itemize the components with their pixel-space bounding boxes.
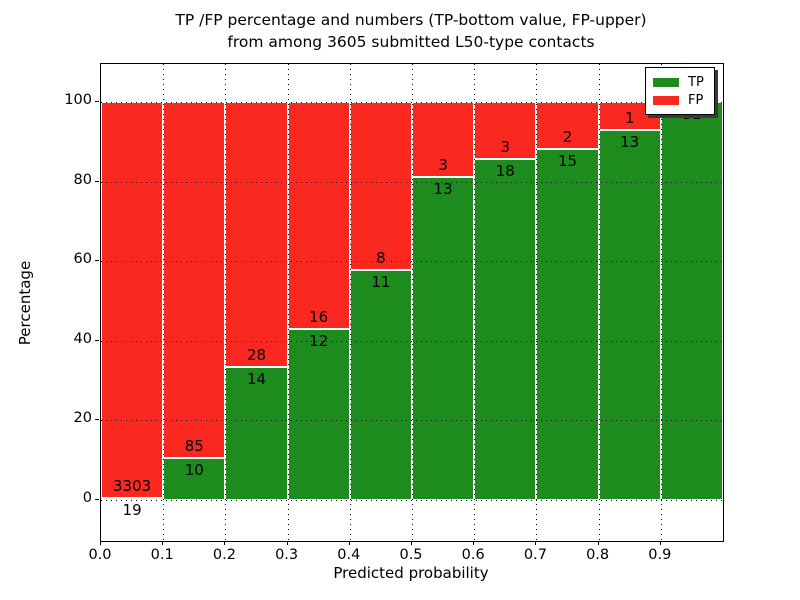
tp-count-label: 13 <box>620 133 640 152</box>
tp-count-label: 12 <box>309 332 329 351</box>
y-axis-label: Percentage <box>16 260 34 346</box>
chart-title-line1: TP /FP percentage and numbers (TP-bottom… <box>175 11 647 29</box>
tp-bar <box>598 130 661 500</box>
x-tick-mark <box>100 541 101 545</box>
tp-bar <box>163 458 226 500</box>
fp-bar <box>474 102 537 159</box>
fp-count-label: 1 <box>624 109 635 128</box>
chart-title-line2: from among 3605 submitted L50-type conta… <box>227 33 595 51</box>
x-tick-label: 0.2 <box>212 547 236 563</box>
x-tick-label: 0.3 <box>275 547 299 563</box>
legend-item-tp: TP <box>653 73 707 91</box>
fp-count-label: 3 <box>438 155 448 174</box>
v-gridline <box>536 64 538 541</box>
y-tick-label: 60 <box>73 251 92 268</box>
tp-bar <box>349 269 412 500</box>
v-gridline <box>349 64 351 541</box>
y-tick-label: 100 <box>64 92 92 108</box>
fp-color-swatch <box>653 95 679 105</box>
v-gridline <box>287 64 289 541</box>
x-tick-mark <box>224 541 226 545</box>
legend: TP FP <box>645 67 715 115</box>
y-tick-mark <box>95 260 99 262</box>
fp-count-label: 28 <box>246 346 267 365</box>
fp-bar <box>225 102 288 368</box>
x-tick-mark <box>162 541 164 545</box>
x-tick-mark <box>473 541 475 545</box>
x-tick-label: 0.8 <box>586 547 610 563</box>
y-tick-mark <box>95 499 99 500</box>
y-tick-mark <box>95 339 99 341</box>
tp-count-label: 11 <box>371 272 391 291</box>
fp-count-label: 3 <box>500 137 511 156</box>
x-tick-label: 0.6 <box>461 547 485 563</box>
plot-area: 33031985102814161281131331821511331 <box>100 63 724 542</box>
x-tick-label: 0.1 <box>150 547 174 563</box>
x-tick-mark <box>286 541 288 545</box>
x-tick-label: 0.5 <box>399 547 423 563</box>
fp-count-label: 2 <box>562 127 573 146</box>
x-tick-mark <box>348 541 350 545</box>
tp-bar <box>660 102 723 500</box>
y-tick-mark <box>95 101 99 102</box>
y-tick-label: 80 <box>73 171 92 188</box>
x-tick-mark <box>597 541 599 545</box>
tp-count-label: 18 <box>495 161 515 180</box>
fp-count-label: 3303 <box>113 476 152 495</box>
fp-count-label: 16 <box>309 308 329 327</box>
legend-label-fp: FP <box>688 92 704 108</box>
y-tick-label: 0 <box>82 490 92 506</box>
x-tick-mark <box>659 541 661 545</box>
fp-bar <box>163 102 226 459</box>
v-gridline <box>163 64 165 541</box>
v-gridline <box>474 64 476 541</box>
x-tick-label: 0.4 <box>337 547 361 563</box>
x-tick-label: 0.0 <box>88 547 112 563</box>
tp-count-label: 15 <box>557 151 578 170</box>
tp-bar <box>474 158 537 500</box>
v-gridline <box>225 64 227 541</box>
v-gridline <box>660 64 662 541</box>
fp-bar <box>287 102 350 330</box>
x-tick-label: 0.7 <box>523 547 547 563</box>
x-axis-label: Predicted probability <box>333 564 489 582</box>
tp-bar <box>412 176 475 500</box>
tp-count-label: 13 <box>433 179 453 198</box>
x-tick-label: 0.9 <box>648 547 672 563</box>
x-tick-mark <box>535 541 537 545</box>
tp-count-label: 19 <box>122 500 142 519</box>
fp-count-label: 8 <box>376 248 386 267</box>
legend-item-fp: FP <box>653 91 707 109</box>
tp-color-swatch <box>653 77 679 87</box>
v-gridline <box>598 64 600 541</box>
tp-count-label: 10 <box>184 461 204 480</box>
v-gridline <box>412 64 413 541</box>
y-tick-label: 20 <box>73 410 92 427</box>
y-tick-mark <box>95 419 99 421</box>
fp-count-label: 85 <box>184 437 204 456</box>
tp-bar <box>536 148 599 500</box>
fp-bar <box>349 102 412 270</box>
x-tick-mark <box>411 541 412 545</box>
y-tick-label: 40 <box>73 330 92 347</box>
tp-bar <box>287 329 350 500</box>
fp-bar <box>101 102 164 498</box>
legend-label-tp: TP <box>688 74 704 90</box>
y-tick-mark <box>95 180 99 182</box>
tp-bar <box>101 497 164 500</box>
tp-count-label: 14 <box>246 370 267 389</box>
chart-title: TP /FP percentage and numbers (TP-bottom… <box>100 9 722 53</box>
